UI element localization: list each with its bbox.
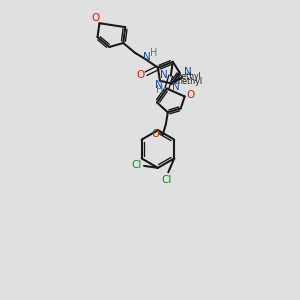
Text: H: H xyxy=(150,48,158,58)
Text: O: O xyxy=(152,129,160,139)
Text: N: N xyxy=(143,52,151,62)
Text: O: O xyxy=(187,89,195,100)
Text: H: H xyxy=(156,85,164,94)
Text: N: N xyxy=(160,70,168,80)
Text: N: N xyxy=(155,80,163,90)
Text: O: O xyxy=(92,13,100,23)
Text: Cl: Cl xyxy=(161,175,172,185)
Text: methyl: methyl xyxy=(175,77,203,86)
Text: N: N xyxy=(172,82,180,92)
Text: methyl: methyl xyxy=(174,72,201,81)
Text: O: O xyxy=(136,70,144,80)
Text: N: N xyxy=(184,67,191,77)
Text: Cl: Cl xyxy=(131,160,141,170)
